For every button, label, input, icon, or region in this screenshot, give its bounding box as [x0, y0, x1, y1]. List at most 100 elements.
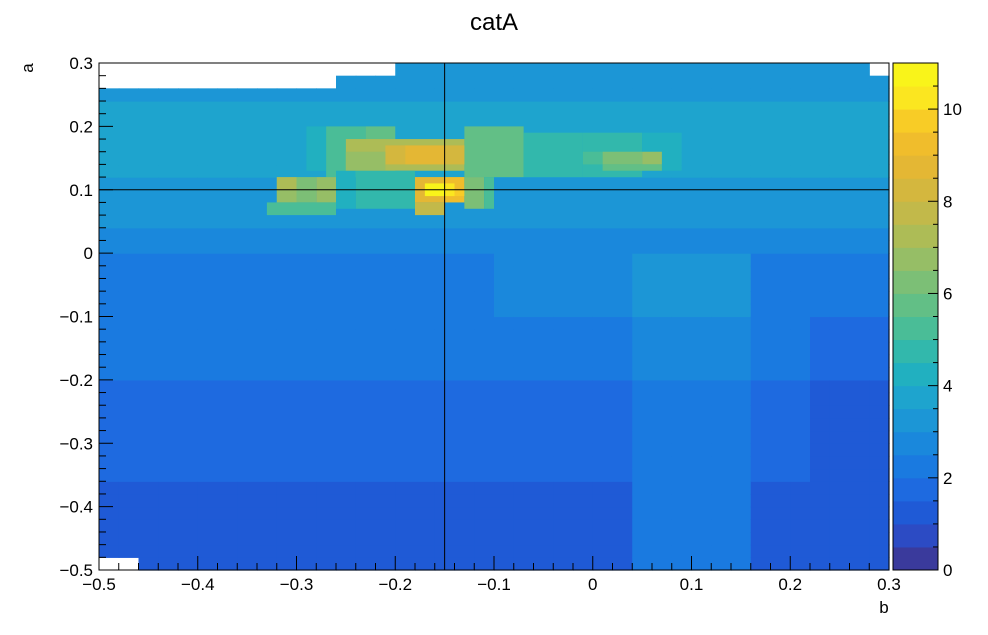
heatmap-cell [573, 443, 594, 457]
heatmap-cell [118, 354, 140, 368]
heatmap-cell [316, 329, 337, 343]
heatmap-cell [731, 139, 752, 153]
heatmap-cell [217, 139, 238, 153]
heatmap-cell [711, 341, 732, 356]
heatmap-cell [849, 113, 870, 127]
heatmap-cell [632, 455, 653, 470]
heatmap-cell [395, 88, 416, 102]
heatmap-cell [691, 189, 712, 204]
heatmap-cell [770, 63, 791, 77]
heatmap-cell [197, 164, 219, 178]
heatmap-cell [671, 506, 693, 520]
heatmap-cell [849, 139, 870, 153]
heatmap-cell [750, 227, 772, 242]
colorbar-segment [893, 132, 938, 156]
heatmap-cell [632, 113, 653, 127]
heatmap-cell [513, 303, 535, 318]
heatmap-cell [454, 481, 475, 495]
heatmap-cell [632, 544, 653, 558]
heatmap-cell [178, 164, 199, 178]
heatmap-cell [454, 443, 475, 457]
heatmap-cell [790, 278, 811, 292]
heatmap-cell [217, 443, 238, 457]
heatmap-cell [237, 417, 258, 432]
heatmap-cell [99, 303, 120, 318]
heatmap-cell [869, 265, 890, 280]
heatmap-cell [178, 101, 199, 115]
heatmap-cell [750, 88, 772, 102]
heatmap-cell [573, 75, 594, 89]
heatmap-cell [711, 354, 732, 368]
heatmap-cell [553, 506, 574, 520]
heatmap-cell [671, 202, 693, 216]
heatmap-cell [217, 392, 238, 406]
heatmap-cell [257, 101, 278, 115]
heatmap-cell [197, 88, 219, 102]
heatmap-cell [197, 240, 219, 254]
heatmap-cell [355, 265, 377, 280]
heatmap-cell [573, 417, 594, 432]
heatmap-cell [494, 354, 515, 368]
heatmap-cell [612, 253, 633, 267]
heatmap-cell [474, 481, 495, 495]
heatmap-cell [99, 329, 120, 343]
heatmap-cell [829, 519, 851, 533]
heatmap-cell [375, 481, 396, 495]
heatmap-cell [592, 341, 614, 356]
heatmap-cell [829, 417, 851, 432]
heatmap-cell [375, 240, 396, 254]
heatmap-cell [533, 278, 554, 292]
heatmap-cell [691, 341, 712, 356]
heatmap-cell [691, 493, 712, 508]
heatmap-cell [731, 379, 752, 394]
heatmap-cell [731, 202, 752, 216]
heatmap-cell [513, 405, 535, 419]
heatmap-cell [790, 253, 811, 267]
heatmap-cell [849, 557, 870, 571]
heatmap-cell [257, 519, 278, 533]
heatmap-cell [415, 316, 436, 330]
heatmap-cell [257, 531, 278, 546]
heatmap-cell [237, 139, 258, 153]
heatmap-cell [829, 506, 851, 520]
heatmap-cell [869, 417, 890, 432]
heatmap-cell [691, 329, 712, 343]
heatmap-cell [197, 253, 219, 267]
heatmap-cell [632, 227, 653, 242]
heatmap-cell [474, 227, 495, 242]
heatmap-cell [691, 430, 712, 444]
heatmap-cell [355, 227, 377, 242]
heatmap-cell [99, 531, 120, 546]
heatmap-hot-cell [306, 126, 327, 171]
heatmap-cell [118, 519, 140, 533]
heatmap-cell [869, 455, 890, 470]
heatmap-cell [869, 354, 890, 368]
heatmap-cell [632, 278, 653, 292]
heatmap-cell [691, 354, 712, 368]
heatmap-cell [494, 291, 515, 305]
heatmap-cell [829, 202, 851, 216]
heatmap-cell [711, 329, 732, 343]
heatmap-cell [671, 443, 693, 457]
heatmap-cell [197, 493, 219, 508]
heatmap-cell [810, 151, 831, 166]
heatmap-cell [691, 240, 712, 254]
heatmap-cell [158, 493, 179, 508]
heatmap-cell [454, 265, 475, 280]
heatmap-cell [415, 215, 436, 229]
heatmap-cell [573, 531, 594, 546]
heatmap-cell [810, 101, 831, 115]
heatmap-cell [573, 316, 594, 330]
heatmap-cell [790, 164, 811, 178]
heatmap-cell [869, 227, 890, 242]
heatmap-cell [691, 316, 712, 330]
heatmap-cell [553, 443, 574, 457]
heatmap-cell [790, 379, 811, 394]
heatmap-cell [770, 75, 791, 89]
heatmap-cell [494, 189, 515, 204]
heatmap-cell [237, 531, 258, 546]
heatmap-cell [553, 519, 574, 533]
heatmap-cell [533, 443, 554, 457]
heatmap-cell [691, 63, 712, 77]
heatmap-cell [494, 468, 515, 482]
